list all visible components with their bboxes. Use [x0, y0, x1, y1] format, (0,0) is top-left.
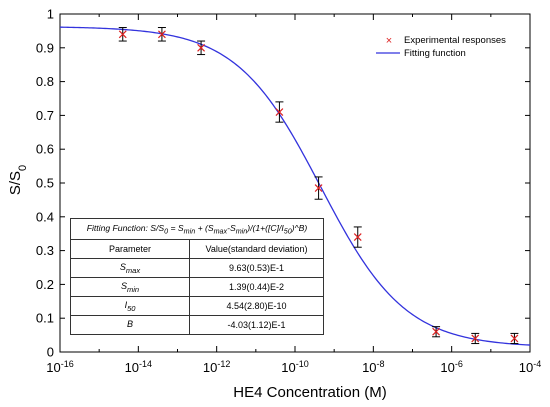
data-point	[197, 40, 206, 56]
table-header-parameter: Parameter	[70, 239, 190, 259]
table-caption-row: Fitting Function: S/S0 = Smin + (Smax-Sm…	[70, 218, 324, 240]
param-name-smax: Smax	[70, 258, 190, 278]
param-value-b: -4.03(1.12)E-1	[189, 315, 324, 335]
point-marker-x	[157, 30, 166, 39]
y-tick-label: 0.7	[36, 108, 54, 123]
data-point	[353, 226, 362, 248]
data-point	[314, 176, 323, 200]
legend-marker-x: ×	[386, 35, 392, 47]
param-value-smin: 1.39(0.44)E-2	[189, 277, 324, 297]
x-axis-title: HE4 Concentration (M)	[233, 384, 386, 401]
point-marker-x	[197, 43, 206, 52]
param-name-smin: Smin	[70, 277, 190, 297]
y-tick-label: 0	[47, 345, 54, 360]
legend-item-experimental: × Experimental responses	[386, 35, 506, 47]
table-header-value: Value(standard deviation)	[189, 239, 324, 259]
y-tick-label: 0.8	[36, 74, 54, 89]
y-tick-label: 0.1	[36, 311, 54, 326]
x-tick-label: 10-16	[46, 359, 73, 375]
legend-item-fit: Fitting function	[376, 48, 466, 59]
point-marker-x	[471, 334, 480, 343]
param-name-i50: I50	[70, 296, 190, 316]
param-name-b: B	[70, 315, 190, 335]
point-marker-x	[353, 233, 362, 242]
param-value-smax: 9.63(0.53)E-1	[189, 258, 324, 278]
y-tick-label: 0.6	[36, 142, 54, 157]
point-marker-x	[275, 108, 284, 116]
y-tick-label: 0.4	[36, 209, 54, 224]
fit-function-caption: Fitting Function: S/S0 = Smin + (Smax-Sm…	[70, 218, 324, 240]
param-value-i50: 4.54(2.80)E-10	[189, 296, 324, 316]
data-point	[157, 27, 166, 42]
y-tick-label: 0.5	[36, 176, 54, 191]
legend-label-fit: Fitting function	[404, 48, 466, 59]
y-tick-label: 1	[47, 7, 54, 22]
table-header-row: Parameter Value(standard deviation)	[70, 239, 324, 259]
point-marker-x	[510, 334, 519, 343]
table-row: B -4.03(1.12)E-1	[70, 315, 324, 335]
fit-curve	[59, 26, 531, 346]
x-tick-label: 10-6	[440, 359, 462, 375]
y-tick-label: 0.9	[36, 40, 54, 55]
y-tick-label: 0.2	[36, 277, 54, 292]
data-point	[275, 101, 284, 123]
data-point	[510, 332, 519, 345]
y-tick-label: 0.3	[36, 243, 54, 258]
x-tick-label: 10-10	[281, 359, 308, 375]
table-row: Smax 9.63(0.53)E-1	[70, 258, 324, 278]
table-row: Smin 1.39(0.44)E-2	[70, 277, 324, 297]
x-tick-label: 10-4	[519, 359, 541, 375]
x-tick-label: 10-12	[203, 359, 230, 375]
data-point	[432, 326, 441, 338]
legend-label-experimental: Experimental responses	[404, 35, 506, 46]
data-point	[118, 27, 127, 42]
fit-curve-layer	[59, 26, 531, 346]
data-point	[471, 332, 480, 345]
table-row: I50 4.54(2.80)E-10	[70, 296, 324, 316]
axes: 0 0.1 0.2 0.3 0.4 0.5 0.6 0.7 0.8 0.9 1 10-16 10-14 1…	[36, 7, 541, 376]
y-axis-title: S/S0	[7, 165, 29, 195]
legend: × Experimental responses Fitting functio…	[376, 35, 506, 59]
point-marker-x	[432, 327, 441, 336]
point-marker-x	[314, 184, 323, 192]
fit-parameter-table: Fitting Function: S/S0 = Smin + (Smax-Sm…	[70, 218, 324, 335]
data-points-layer	[118, 27, 519, 345]
x-tick-label: 10-14	[125, 359, 152, 375]
x-tick-label: 10-8	[362, 359, 384, 375]
point-marker-x	[118, 30, 127, 39]
